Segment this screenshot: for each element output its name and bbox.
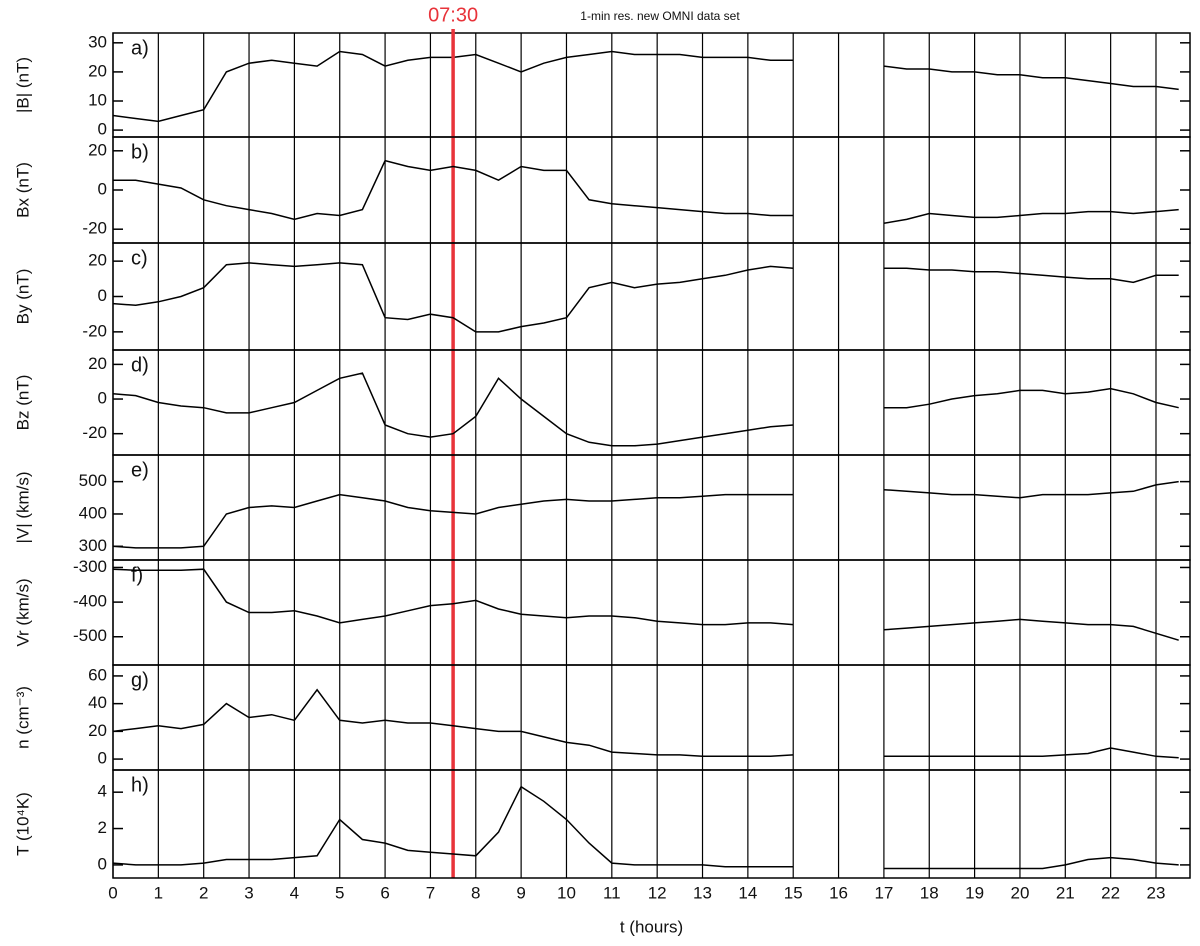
y-tick-label: 2	[98, 818, 107, 837]
y-axis-label: T (10⁴K)	[13, 792, 32, 856]
x-tick-label: 1	[154, 883, 163, 902]
panel-label: a)	[131, 37, 149, 59]
y-axis-label: n (cm⁻³)	[13, 686, 32, 749]
x-axis-label: t (hours)	[620, 917, 683, 936]
panel-label: e)	[131, 459, 149, 481]
x-tick-label: 22	[1101, 883, 1120, 902]
y-tick-label: -20	[82, 423, 107, 442]
y-tick-label: -20	[82, 321, 107, 340]
x-tick-label: 6	[380, 883, 389, 902]
data-line	[112, 372, 794, 447]
annotation-label: 07:30	[428, 4, 478, 26]
y-axis-label: Bx (nT)	[13, 162, 32, 218]
data-line	[883, 618, 1179, 641]
panel-frame	[112, 32, 1191, 138]
y-tick-label: -20	[82, 219, 107, 238]
data-line	[113, 159, 794, 221]
y-tick-label: 300	[79, 536, 107, 555]
data-line	[883, 747, 1179, 759]
panel-frame	[112, 242, 1191, 351]
x-tick-label: 15	[784, 883, 803, 902]
y-tick-label: -500	[73, 626, 107, 645]
x-tick-label: 13	[693, 883, 712, 902]
x-tick-label: 12	[648, 883, 667, 902]
panel-label: f)	[131, 564, 143, 586]
y-tick-label: 30	[88, 32, 107, 51]
y-tick-label: 0	[98, 120, 107, 139]
y-tick-label: 40	[88, 693, 107, 712]
x-tick-label: 3	[244, 883, 253, 902]
x-tick-label: 14	[738, 883, 757, 902]
y-axis-label: |V| (km/s)	[13, 471, 32, 543]
data-line	[883, 387, 1179, 409]
y-tick-label: 0	[98, 749, 107, 768]
panel-label: g)	[131, 669, 149, 691]
x-tick-label: 7	[426, 883, 435, 902]
panel-frame	[112, 136, 1191, 244]
y-tick-label: 400	[79, 503, 107, 522]
panel-label: d)	[131, 354, 149, 376]
y-tick-label: 10	[88, 90, 107, 109]
x-tick-label: 18	[920, 883, 939, 902]
y-tick-label: 20	[88, 251, 107, 270]
panel-frame	[112, 454, 1191, 561]
panel-label: b)	[131, 141, 149, 163]
data-line	[112, 568, 794, 626]
x-tick-label: 16	[829, 883, 848, 902]
data-line	[112, 688, 794, 758]
data-line	[883, 480, 1179, 499]
data-line	[112, 785, 794, 868]
panel-frame	[112, 769, 1191, 879]
y-tick-label: 0	[98, 389, 107, 408]
data-line	[883, 267, 1179, 284]
y-axis-label: By (nT)	[13, 269, 32, 325]
x-tick-label: 11	[603, 883, 621, 902]
y-tick-label: 500	[79, 471, 107, 490]
panel-label: c)	[131, 247, 148, 269]
x-tick-label: 20	[1010, 883, 1029, 902]
x-tick-label: 19	[965, 883, 984, 902]
x-tick-label: 9	[516, 883, 525, 902]
y-tick-label: 0	[98, 854, 107, 873]
x-tick-label: 5	[335, 883, 344, 902]
y-tick-label: 0	[98, 286, 107, 305]
y-tick-label: 20	[88, 140, 107, 159]
panel-label: h)	[131, 774, 149, 796]
y-tick-label: 20	[88, 61, 107, 80]
y-axis-label: Bz (nT)	[13, 375, 32, 431]
y-axis-label: Vr (km/s)	[13, 578, 32, 646]
data-line	[112, 262, 794, 333]
x-tick-label: 2	[199, 883, 208, 902]
x-tick-label: 23	[1147, 883, 1166, 902]
x-tick-label: 17	[874, 883, 893, 902]
data-line	[883, 856, 1179, 870]
x-tick-label: 10	[557, 883, 576, 902]
data-line	[883, 208, 1179, 225]
y-axis-label: |B| (nT)	[13, 57, 32, 113]
y-tick-label: -400	[73, 592, 107, 611]
x-tick-label: 0	[108, 883, 117, 902]
y-tick-label: 20	[88, 354, 107, 373]
y-tick-label: 20	[88, 721, 107, 740]
data-line	[883, 65, 1179, 91]
x-tick-label: 4	[290, 883, 299, 902]
y-tick-label: 4	[98, 782, 107, 801]
data-line	[112, 493, 794, 549]
x-tick-label: 8	[471, 883, 480, 902]
y-tick-label: 60	[88, 665, 107, 684]
y-tick-label: 0	[98, 179, 107, 198]
panel-frame	[112, 349, 1191, 456]
y-tick-label: -300	[73, 557, 107, 576]
x-tick-label: 21	[1056, 883, 1075, 902]
chart-title: 1-min res. new OMNI data set	[580, 9, 740, 23]
